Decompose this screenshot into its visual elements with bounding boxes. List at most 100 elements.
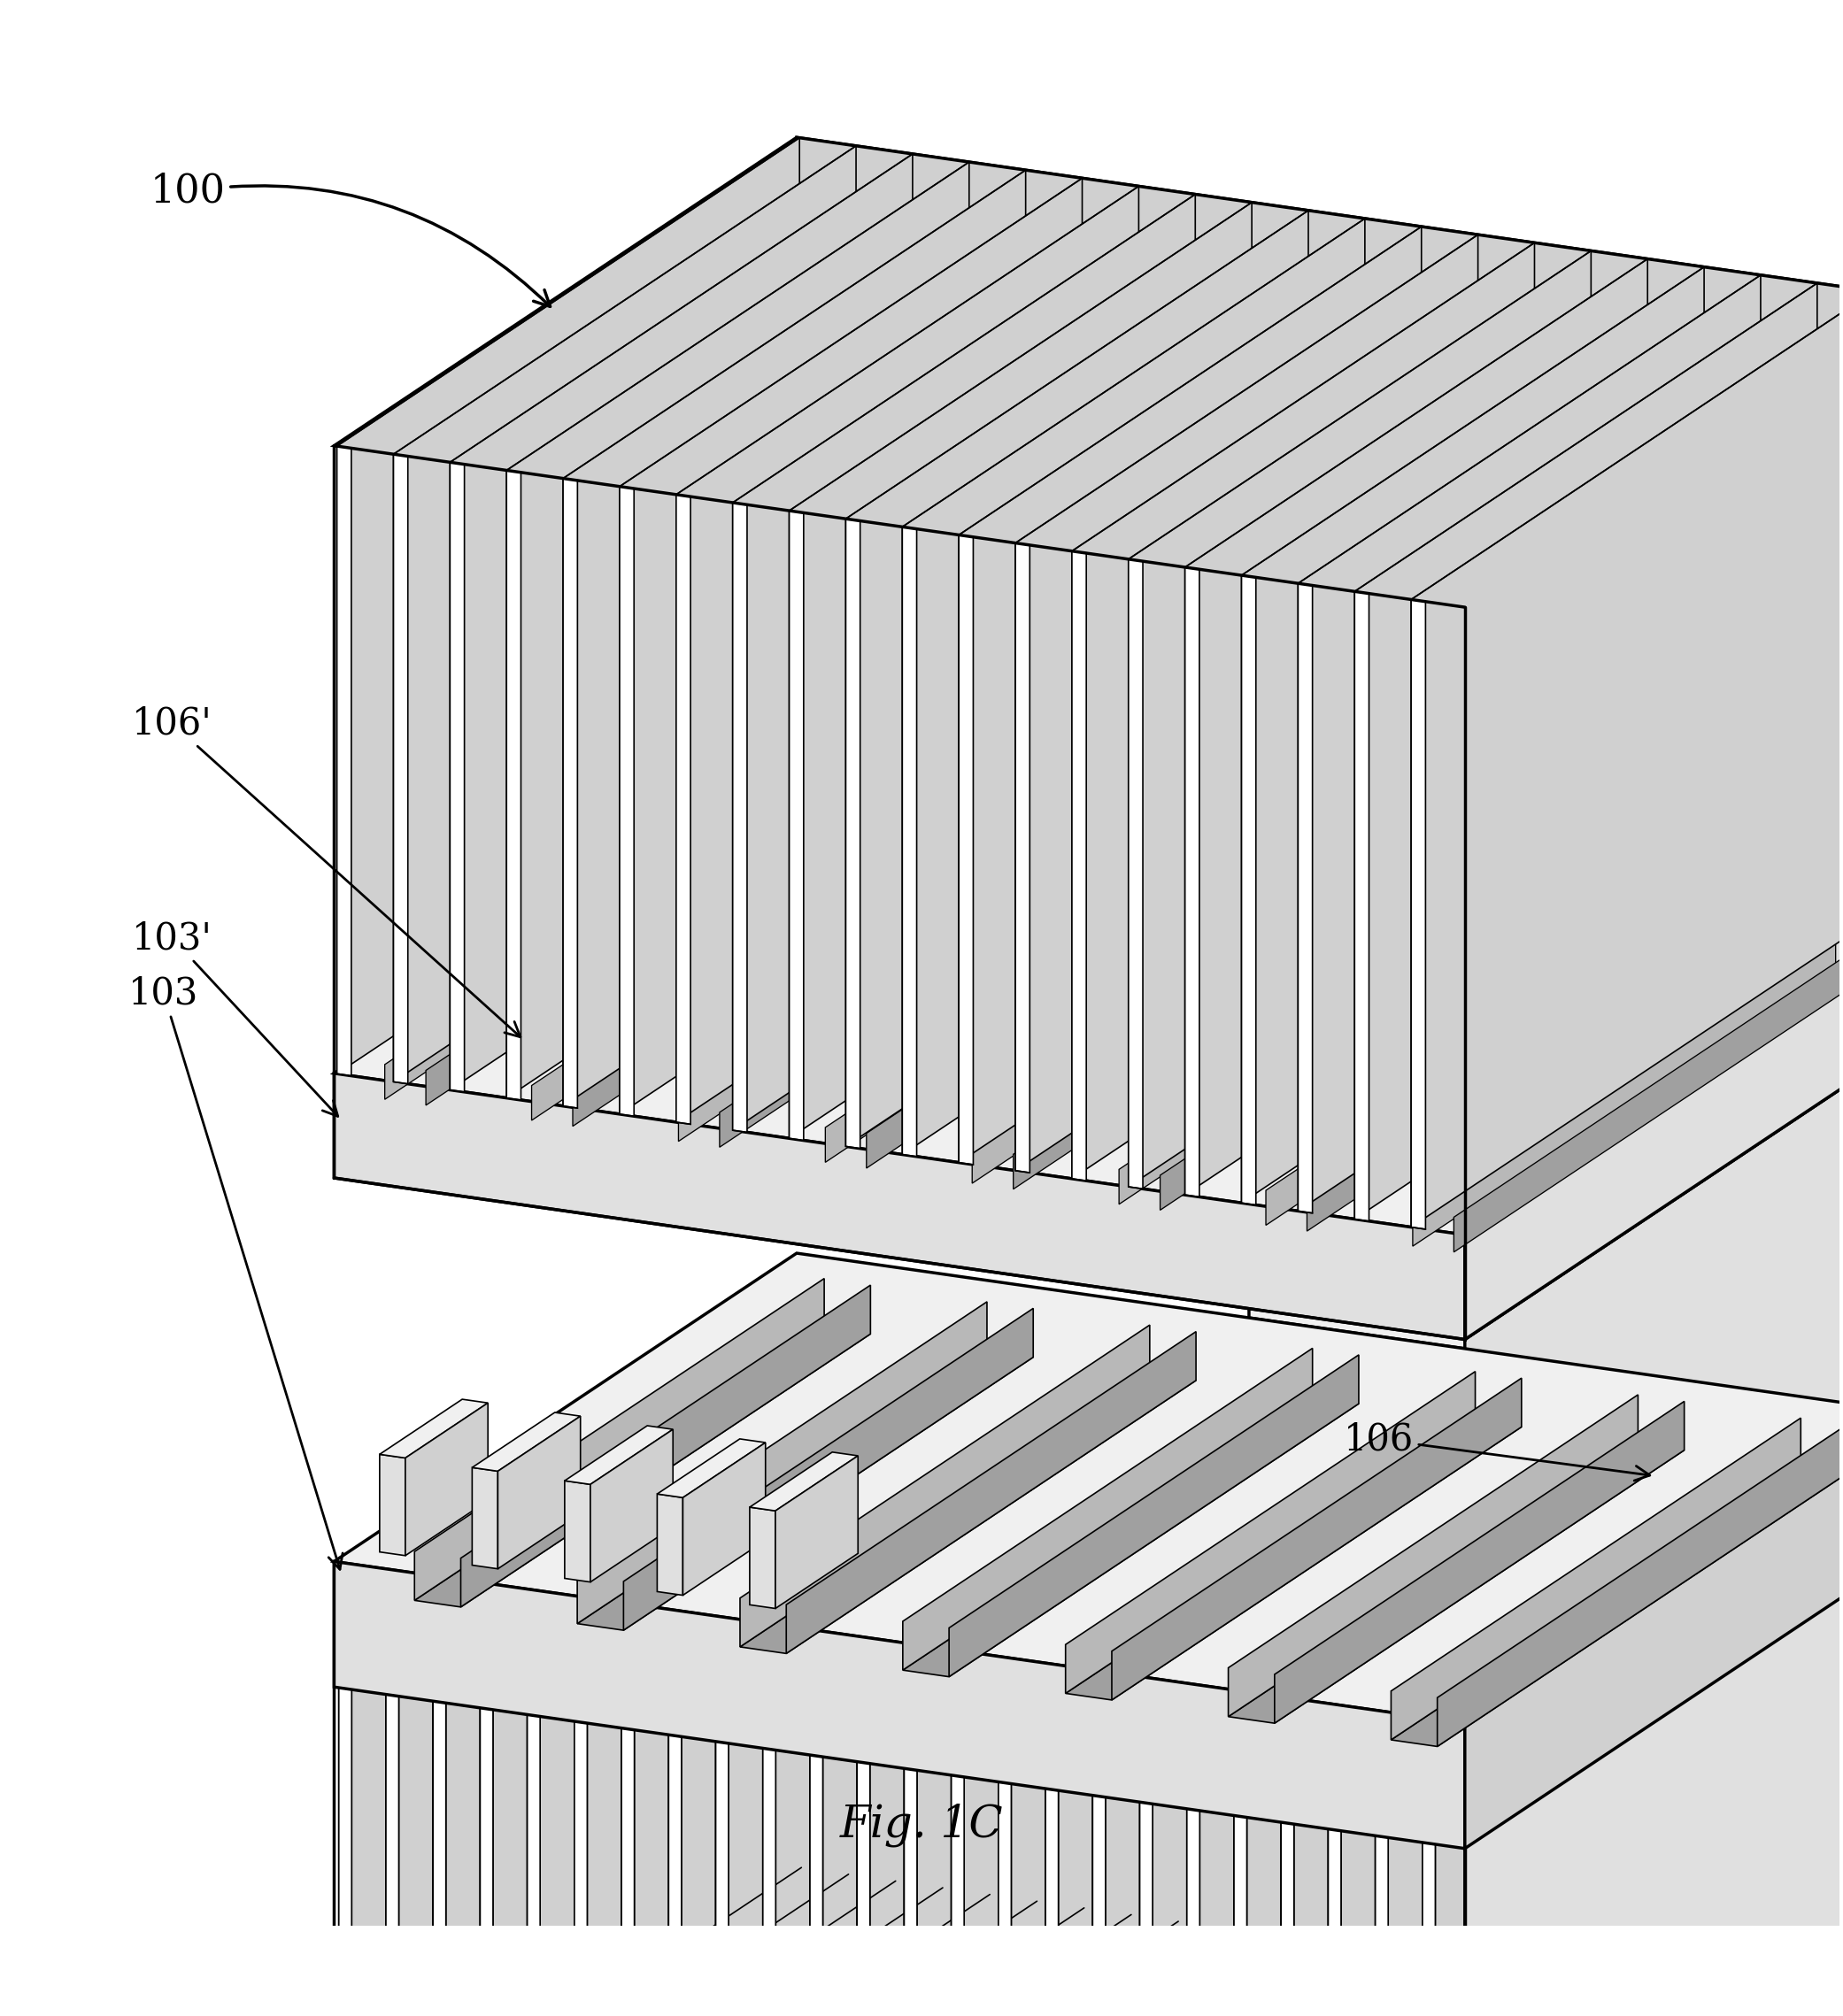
Polygon shape [1093,1796,1106,2016]
Polygon shape [857,1454,1320,2016]
Polygon shape [918,1949,1414,2016]
Polygon shape [999,1782,1012,2016]
Polygon shape [999,1474,1461,2016]
Polygon shape [450,462,464,1093]
Polygon shape [337,446,352,1077]
Polygon shape [951,1776,964,2016]
Polygon shape [564,169,1027,1107]
Polygon shape [405,1403,488,1556]
Polygon shape [385,782,807,1099]
Polygon shape [1242,266,1705,1204]
Polygon shape [1235,1816,1248,2016]
Polygon shape [715,1742,728,2016]
Polygon shape [728,1923,1226,2016]
Polygon shape [385,1693,398,2016]
Polygon shape [1111,1379,1522,1699]
Polygon shape [1015,542,1030,1173]
Polygon shape [1297,583,1312,1214]
Polygon shape [916,849,1421,1163]
Polygon shape [1412,599,1425,1230]
Polygon shape [1391,1417,1801,1740]
Polygon shape [1391,1468,1843,1746]
Polygon shape [1187,1808,1200,2016]
Polygon shape [1058,1970,1555,2016]
Polygon shape [1152,1984,1649,2016]
Polygon shape [676,185,1139,1123]
Polygon shape [1297,274,1760,1212]
Polygon shape [446,1883,944,2016]
Polygon shape [352,768,855,1083]
Polygon shape [507,161,969,1099]
Polygon shape [564,1480,590,1583]
Polygon shape [1312,905,1817,1220]
Polygon shape [1250,933,1843,1415]
Polygon shape [658,1494,684,1595]
Polygon shape [1185,566,1200,1198]
Polygon shape [905,1768,918,2016]
Polygon shape [1275,1401,1685,1724]
Polygon shape [337,137,800,1075]
Polygon shape [527,1407,990,2016]
Polygon shape [564,1425,673,1484]
Polygon shape [1015,234,1478,1171]
Polygon shape [750,1508,776,1609]
Polygon shape [678,825,1102,1141]
Polygon shape [1227,1395,1638,1716]
Polygon shape [1255,897,1760,1212]
Polygon shape [481,1708,494,2016]
Polygon shape [1465,1415,1843,1849]
Polygon shape [1369,913,1843,1228]
Polygon shape [450,153,912,1091]
Polygon shape [1012,1964,1508,2016]
Polygon shape [398,1877,896,2016]
Polygon shape [1329,1829,1342,2016]
Polygon shape [866,851,1290,1167]
Polygon shape [776,1456,859,1609]
Polygon shape [634,1909,1132,2016]
Polygon shape [522,792,1027,1107]
Polygon shape [590,1429,673,1583]
Polygon shape [334,1254,1843,1724]
Polygon shape [846,210,1309,1147]
Polygon shape [796,137,1843,369]
Polygon shape [903,1397,1358,1677]
Polygon shape [1159,893,1583,1210]
Polygon shape [691,816,1196,1131]
Polygon shape [1423,1843,1436,2016]
Polygon shape [1266,909,1688,1226]
Polygon shape [385,1693,398,2016]
Polygon shape [741,1325,1150,1647]
Polygon shape [1248,1998,1743,2016]
Polygon shape [339,1379,802,2016]
Polygon shape [1106,1978,1602,2016]
Polygon shape [846,518,861,1149]
Polygon shape [339,1687,352,2016]
Polygon shape [763,1748,776,2016]
Polygon shape [951,1468,1414,2016]
Polygon shape [577,1302,988,1623]
Polygon shape [527,1714,540,2016]
Polygon shape [380,1399,488,1458]
Polygon shape [415,1327,870,1607]
Text: 106: 106 [1344,1421,1649,1480]
Polygon shape [1465,1415,1843,2016]
Polygon shape [1014,873,1436,1189]
Polygon shape [1281,1514,1743,2016]
Polygon shape [1329,1520,1791,2016]
Polygon shape [1375,1528,1837,2016]
Polygon shape [682,1917,1178,2016]
Polygon shape [822,1937,1320,2016]
Polygon shape [1454,935,1843,1252]
Polygon shape [575,1722,588,2016]
Polygon shape [903,1349,1312,1669]
Polygon shape [1200,889,1705,1204]
Polygon shape [1045,1480,1508,2016]
Polygon shape [809,1756,822,2016]
Polygon shape [789,202,1251,1139]
Polygon shape [575,1413,1038,2016]
Polygon shape [1294,2004,1791,2016]
Polygon shape [1143,881,1648,1195]
Polygon shape [352,1869,848,2016]
Polygon shape [763,1439,1226,2016]
Polygon shape [334,137,1843,607]
